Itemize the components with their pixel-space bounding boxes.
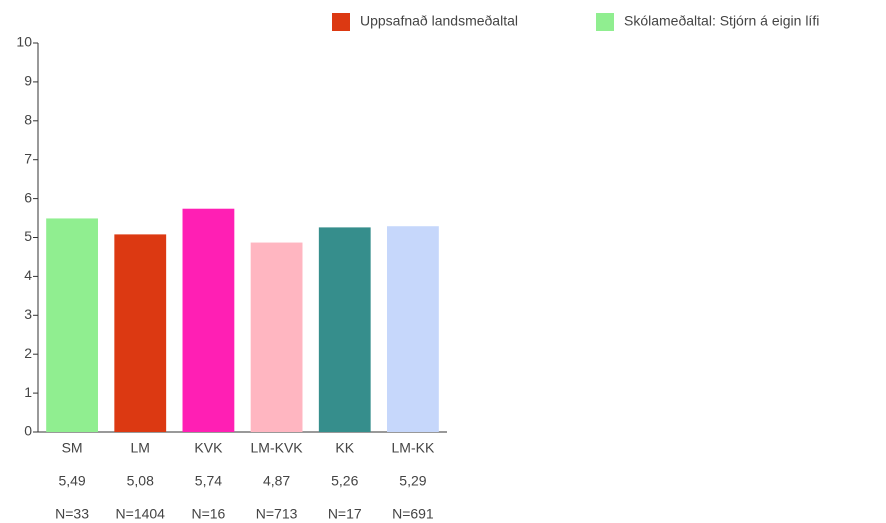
count-label: N=1404 <box>116 506 166 522</box>
y-tick-label: 3 <box>24 306 32 322</box>
y-tick-label: 7 <box>24 150 32 166</box>
y-tick-label: 5 <box>24 228 32 244</box>
y-tick-label: 4 <box>24 267 32 283</box>
value-label: 5,74 <box>195 473 222 489</box>
x-tick-label: LM-KVK <box>251 440 304 456</box>
legend-label: Uppsafnað landsmeðaltal <box>360 13 518 29</box>
value-label: 5,29 <box>399 473 426 489</box>
x-tick-label: LM <box>131 440 150 456</box>
legend-swatch <box>596 13 614 31</box>
value-label: 5,08 <box>127 473 154 489</box>
value-label: 4,87 <box>263 473 290 489</box>
y-tick-label: 1 <box>24 384 32 400</box>
x-tick-label: SM <box>62 440 83 456</box>
bar <box>318 227 371 432</box>
y-tick-label: 8 <box>24 112 32 128</box>
bar <box>387 226 439 432</box>
value-label: 5,49 <box>58 473 85 489</box>
y-tick-label: 0 <box>24 423 32 439</box>
bar <box>114 234 167 432</box>
value-label: 5,26 <box>331 473 358 489</box>
y-tick-label: 6 <box>24 189 32 205</box>
count-label: N=16 <box>191 506 225 522</box>
x-tick-label: LM-KK <box>392 440 435 456</box>
y-tick-label: 9 <box>24 73 32 89</box>
count-label: N=33 <box>55 506 89 522</box>
legend-label: Skólameðaltal: Stjórn á eigin lífi <box>624 13 819 29</box>
bar <box>46 218 98 432</box>
y-tick-label: 2 <box>24 345 32 361</box>
bar <box>182 208 235 432</box>
legend-swatch <box>332 13 350 31</box>
count-label: N=17 <box>328 506 362 522</box>
y-tick-label: 10 <box>16 34 32 50</box>
x-tick-label: KVK <box>194 440 223 456</box>
count-label: N=713 <box>256 506 298 522</box>
x-tick-label: KK <box>335 440 354 456</box>
count-label: N=691 <box>392 506 434 522</box>
bar <box>250 242 303 432</box>
